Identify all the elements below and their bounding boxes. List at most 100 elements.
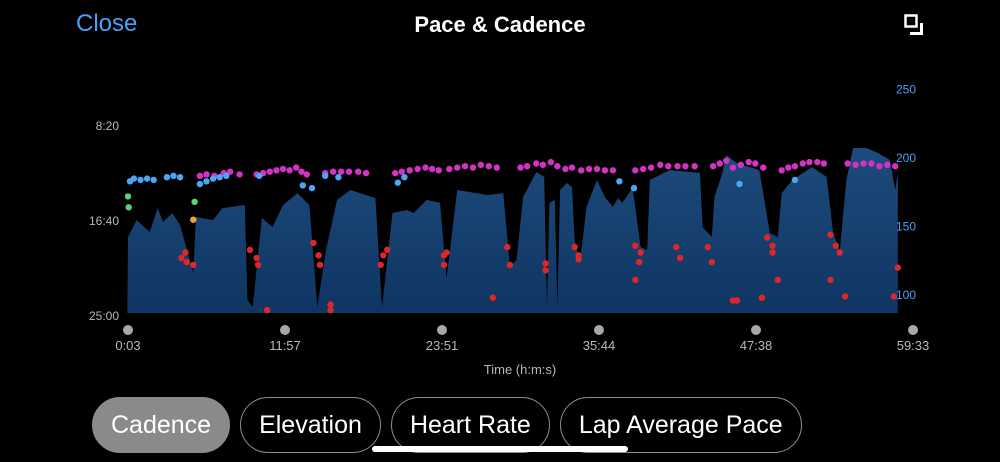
cadence-point-mid <box>299 182 306 189</box>
cadence-point-high <box>523 163 531 170</box>
cadence-point-low <box>769 249 776 256</box>
cadence-point-low <box>315 252 322 259</box>
cadence-point-high <box>585 165 593 173</box>
x-axis-title: Time (h:m:s) <box>484 362 556 377</box>
cadence-point-mid <box>170 172 177 179</box>
cadence-point-high <box>303 171 310 178</box>
cadence-point-high <box>716 160 723 167</box>
cadence-point-low <box>246 246 254 253</box>
cadence-point-mid <box>143 175 151 182</box>
cadence-point-high <box>273 167 280 174</box>
cadence-point-high <box>362 169 370 177</box>
cadence-point-mid <box>223 172 230 179</box>
cadence-point-low <box>841 293 849 300</box>
cadence-point-high <box>657 161 664 168</box>
page-title: Pace & Cadence <box>414 12 586 37</box>
cadence-point-low <box>769 242 776 249</box>
cadence-point-low <box>836 249 843 256</box>
cadence-point-high <box>355 168 362 175</box>
cadence-point-mid <box>616 178 623 185</box>
cadence-point-mid <box>150 176 157 184</box>
time-scrubber-dot <box>751 325 761 335</box>
cadence-point-high <box>814 158 821 166</box>
pace-area <box>127 148 898 313</box>
cadence-point-high <box>398 168 405 175</box>
cadence-point-high <box>279 165 287 173</box>
cadence-point-low <box>827 276 834 284</box>
cadence-point-high <box>860 160 867 167</box>
cadence-point-mid <box>630 184 638 192</box>
cadence-point-green <box>191 198 198 205</box>
cadence-point-high <box>806 158 813 166</box>
tab-lap-average-pace[interactable]: Lap Average Pace <box>559 397 802 453</box>
cadence-point-low <box>327 301 334 308</box>
expand-icon[interactable] <box>904 14 928 36</box>
cadence-point-high <box>674 163 681 170</box>
cadence-point-mid <box>791 176 799 184</box>
cadence-point-low <box>708 258 715 266</box>
cadence-point-mid <box>256 172 263 179</box>
cadence-point-low <box>443 249 450 256</box>
cadence-point-low <box>440 261 448 269</box>
cadence-point-high <box>852 161 859 168</box>
tab-cadence[interactable]: Cadence <box>92 397 231 453</box>
tab-heart-rate[interactable]: Heart Rate <box>390 397 550 453</box>
cadence-point-low <box>384 246 391 253</box>
cadence-point-high <box>665 163 672 170</box>
cadence-point-high <box>760 164 767 171</box>
home-indicator[interactable] <box>372 446 628 452</box>
cadence-point-low <box>182 249 189 256</box>
cadence-point-high <box>266 168 273 175</box>
cadence-point-mid <box>394 179 401 186</box>
cadence-point-low <box>178 254 185 262</box>
cadence-point-high <box>485 163 492 170</box>
cadence-point-low <box>637 249 644 256</box>
cadence-point-low <box>827 231 834 238</box>
time-scrubber-dot <box>908 325 918 335</box>
cadence-point-high <box>428 165 436 173</box>
cadence-point-high <box>791 163 799 170</box>
cadence-point-low <box>894 264 901 271</box>
cadence-point-mid <box>335 174 342 181</box>
cadence-tick-label: 150 <box>896 220 916 234</box>
cadence-point-high <box>868 160 875 167</box>
time-scrubber-dot <box>123 325 133 335</box>
cadence-point-high <box>799 160 806 167</box>
cadence-tick-label: 200 <box>896 151 916 165</box>
cadence-point-high <box>227 168 234 175</box>
tab-elevation[interactable]: Elevation <box>240 397 381 453</box>
cadence-point-high <box>330 168 337 175</box>
cadence-point-high <box>293 164 300 171</box>
cadence-point-low <box>310 239 317 247</box>
metric-tabs: Cadence Elevation Heart Rate Lap Average… <box>92 397 802 453</box>
cadence-point-low <box>704 243 711 251</box>
time-tick-label: 35:44 <box>583 338 616 353</box>
cadence-point-low <box>327 306 334 314</box>
cadence-point-mid <box>130 175 138 182</box>
cadence-point-low <box>380 252 387 259</box>
time-tick-label: 0:03 <box>115 338 140 353</box>
cadence-point-low <box>264 306 271 314</box>
cadence-point-mid <box>196 180 204 188</box>
cadence-point-mid <box>137 176 144 184</box>
pace-tick-label: 8:20 <box>96 119 120 133</box>
cadence-point-high <box>493 164 500 171</box>
cadence-point-mid <box>322 172 329 179</box>
cadence-point-high <box>547 158 554 166</box>
cadence-point-low <box>632 242 639 249</box>
cadence-point-mid <box>401 174 408 181</box>
cadence-point-low <box>636 258 643 266</box>
close-button[interactable]: Close <box>76 10 138 37</box>
cadence-point-low <box>764 234 771 241</box>
cadence-point-high <box>844 160 851 167</box>
cadence-point-green <box>125 204 132 211</box>
cadence-point-high <box>568 164 576 171</box>
cadence-point-low <box>254 261 262 269</box>
cadence-point-high <box>723 157 730 164</box>
cadence-point-high <box>593 165 601 173</box>
cadence-point-low <box>542 260 549 267</box>
cadence-point-high <box>337 168 345 175</box>
cadence-point-high <box>477 161 485 168</box>
pace-tick-label: 25:00 <box>89 309 119 323</box>
cadence-point-high <box>578 167 585 174</box>
